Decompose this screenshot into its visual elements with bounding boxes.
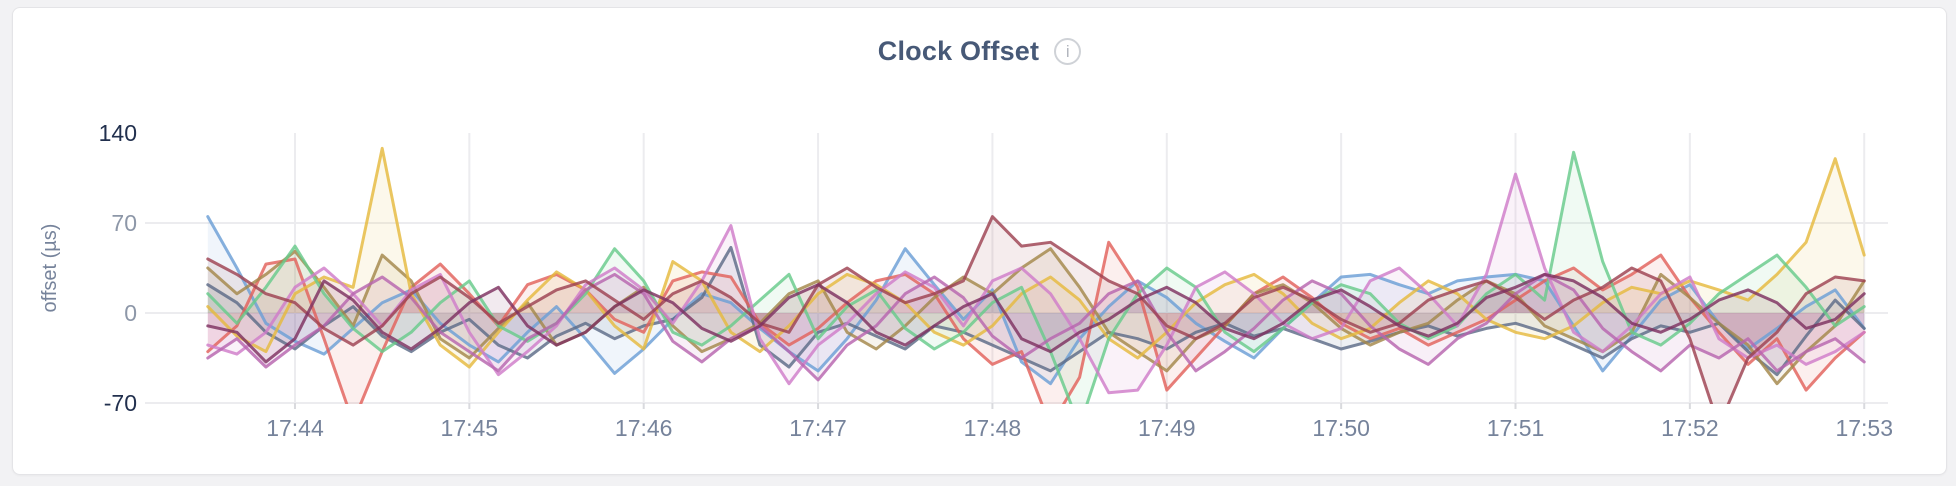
x-tick-label: 17:44 [266, 415, 324, 441]
y-tick-label: -70 [104, 390, 137, 416]
series-area-wine [207, 216, 1865, 404]
grid-layer [145, 133, 1888, 409]
x-tick-label: 17:53 [1835, 415, 1893, 441]
x-tick-label: 17:47 [789, 415, 847, 441]
axis-layer: 140 70 0 -70 17:44 17:45 17:46 17:47 17:48 17:49 1… [39, 120, 1893, 441]
series-line-gold [206, 146, 1866, 369]
series-line-violet [206, 272, 1866, 382]
x-tick-label: 17:48 [964, 415, 1022, 441]
series-line-wine [206, 215, 1866, 404]
info-icon-glyph: i [1065, 42, 1070, 61]
y-axis-title: offset (µs) [39, 224, 61, 313]
series-area-orchid [207, 174, 1865, 393]
series-area-olive [207, 248, 1865, 384]
series-line-orchid [206, 172, 1866, 395]
chart-header: Clock Offset i [13, 36, 1946, 67]
series-area-gold [207, 148, 1865, 367]
series-line-slate [206, 245, 1866, 377]
y-tick-label: 0 [124, 300, 137, 326]
info-icon[interactable]: i [1054, 38, 1082, 65]
y-tick-label: 70 [111, 210, 137, 236]
x-tick-label: 17:52 [1661, 415, 1719, 441]
series-layer [206, 146, 1866, 404]
chart-title: Clock Offset [877, 36, 1040, 66]
series-line-olive [206, 247, 1866, 386]
series-area-salmon [207, 242, 1865, 404]
series-area-blue [207, 216, 1865, 384]
series-line-green [206, 150, 1866, 404]
x-tick-label: 17:46 [615, 415, 673, 441]
x-tick-label: 17:51 [1487, 415, 1545, 441]
y-tick-label: 140 [99, 120, 137, 146]
clock-offset-card: Clock Offset i [12, 7, 1947, 475]
x-tick-label: 17:45 [441, 415, 499, 441]
x-tick-label: 17:49 [1138, 415, 1196, 441]
x-tick-label: 17:50 [1312, 415, 1370, 441]
series-line-plum [206, 272, 1866, 364]
